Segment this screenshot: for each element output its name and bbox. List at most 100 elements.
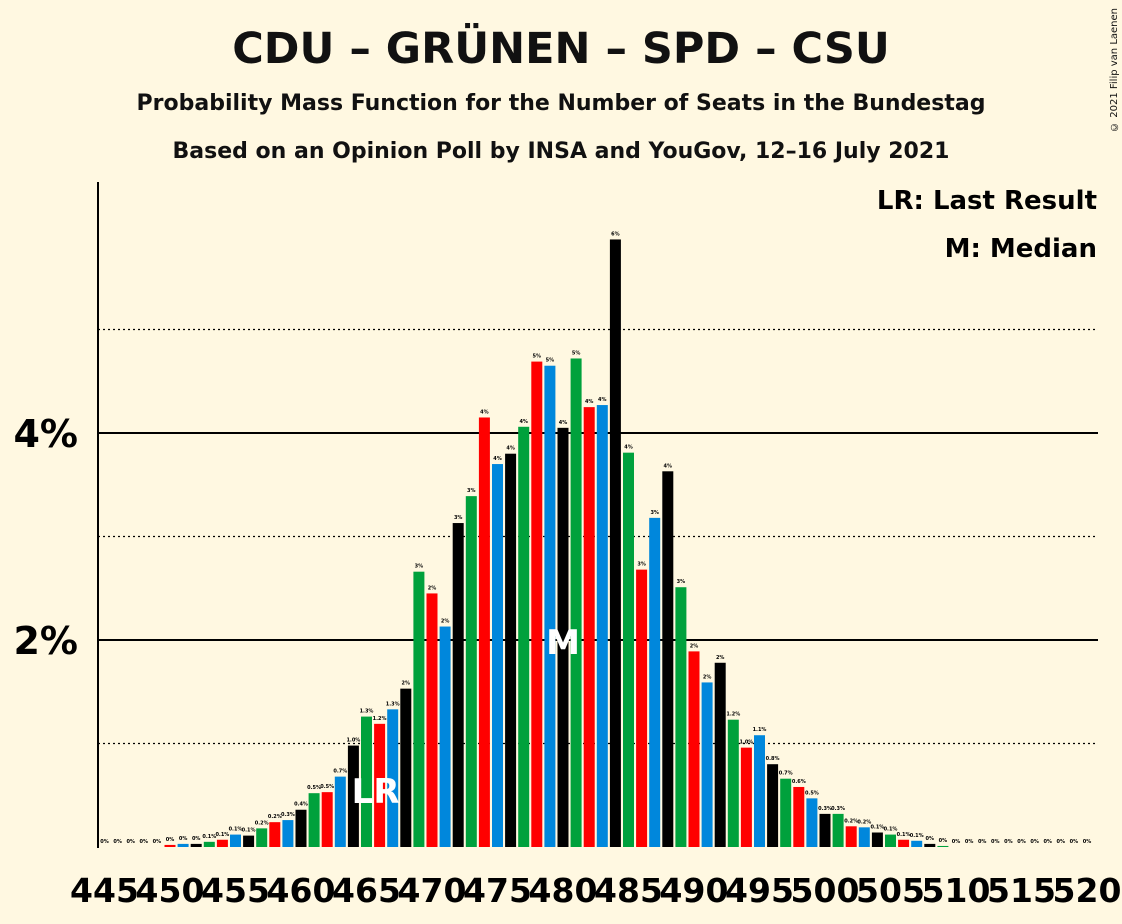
bar-value-label: 4% [585, 399, 594, 405]
x-tick-label: 485 [594, 871, 663, 910]
bar-seat-492 [714, 662, 726, 847]
bar-seat-470 [426, 593, 438, 847]
bar-value-label: 2% [441, 619, 450, 625]
bar-seat-496 [767, 764, 779, 847]
bar-value-label: 5% [546, 358, 555, 364]
bar-seat-473 [465, 496, 477, 847]
bar-seat-483 [596, 405, 608, 847]
bar-value-label: 0.5% [320, 784, 334, 790]
bar-value-label: 0% [113, 839, 122, 845]
bar-seat-463 [334, 776, 346, 847]
bar-value-label: 0% [1017, 839, 1026, 845]
bar-seat-506 [898, 839, 910, 847]
bar-seat-503 [858, 827, 870, 847]
bar-value-label: 0% [1004, 839, 1013, 845]
x-tick-label: 475 [463, 871, 532, 910]
bar-value-label: 0% [192, 836, 201, 842]
bar-value-label: 0.1% [202, 834, 216, 840]
x-tick-label: 505 [856, 871, 925, 910]
bar-value-label: 0.1% [242, 828, 256, 834]
bar-seat-485 [623, 452, 634, 847]
bar-value-label: 0% [1083, 839, 1092, 845]
bar-value-label: 0.6% [792, 779, 806, 785]
x-tick-label: 490 [660, 871, 729, 910]
bar-value-label: 0.4% [294, 802, 308, 808]
bar-value-label: 1.3% [386, 701, 400, 707]
bar-value-label: 0% [140, 839, 149, 845]
bar-value-label: 3% [467, 488, 476, 494]
bar-seat-499 [806, 798, 818, 847]
bar-seat-494 [740, 747, 752, 847]
bar-value-label: 0% [991, 839, 1000, 845]
x-tick-label: 455 [201, 871, 270, 910]
bar-value-label: 0% [166, 837, 175, 843]
bar-value-label: 0.1% [884, 827, 898, 833]
bar-seat-491 [701, 682, 713, 847]
bar-value-label: 2% [703, 674, 712, 680]
bar-value-label: 0.2% [857, 819, 871, 825]
bar-seat-469 [413, 571, 425, 847]
bar-value-label: 5% [533, 354, 542, 360]
bar-seat-460 [295, 809, 307, 847]
bar-value-label: 0.5% [307, 785, 321, 791]
bar-seat-481 [570, 358, 582, 847]
bar-seat-472 [452, 523, 464, 847]
bar-value-label: 4% [506, 446, 515, 452]
poll-source-line: Based on an Opinion Poll by INSA and You… [172, 139, 950, 164]
bar-seat-500 [819, 813, 831, 847]
y-tick-label: 4% [13, 412, 78, 456]
bar-value-label: 0% [926, 836, 935, 842]
last-result-marker: LR [352, 772, 400, 812]
bar-seat-474 [478, 417, 490, 847]
bar-seat-493 [727, 719, 739, 847]
x-tick-label: 470 [398, 871, 467, 910]
bar-value-label: 0% [965, 839, 974, 845]
bar-seat-475 [492, 464, 503, 847]
bar-seat-476 [505, 453, 517, 847]
bar-value-label: 0.3% [818, 806, 832, 812]
bar-seat-464 [347, 745, 359, 847]
bar-seat-480 [557, 427, 569, 847]
x-tick-label: 515 [987, 871, 1056, 910]
bar-seat-457 [256, 828, 268, 847]
bar-seat-502 [845, 826, 857, 847]
bar-value-label: 0.7% [333, 769, 347, 775]
bar-seat-501 [832, 813, 844, 847]
bar-seat-505 [885, 834, 896, 847]
bar-seat-458 [269, 822, 281, 847]
bar-seat-504 [871, 832, 883, 847]
bar-seat-509 [937, 845, 949, 847]
bar-value-label: 6% [611, 231, 620, 237]
bar-value-label: 0.2% [255, 820, 269, 826]
bar-value-label: 0% [179, 836, 188, 842]
bar-seat-459 [282, 820, 294, 847]
bar-value-label: 3% [637, 562, 646, 568]
bar-value-label: 4% [480, 409, 489, 415]
bar-seat-488 [662, 471, 674, 847]
bar-value-label: 4% [519, 419, 528, 425]
bar-seat-507 [911, 840, 923, 847]
legend-median: M: Median [945, 234, 1097, 264]
bar-value-label: 0.2% [844, 818, 858, 824]
bar-seat-450 [164, 844, 176, 847]
bar-value-label: 4% [598, 397, 607, 403]
bar-seat-466 [374, 723, 386, 847]
bar-value-label: 0.8% [766, 756, 780, 762]
x-tick-label: 480 [529, 871, 598, 910]
bar-value-label: 0% [1070, 839, 1079, 845]
bar-value-label: 4% [559, 420, 568, 426]
bar-value-label: 0.2% [268, 814, 282, 820]
bar-value-label: 1.0% [739, 740, 753, 746]
bar-value-label: 0.7% [779, 771, 793, 777]
bar-value-label: 1.2% [373, 716, 387, 722]
x-tick-label: 445 [70, 871, 139, 910]
bar-seat-484 [609, 239, 621, 847]
bar-value-label: 2% [716, 655, 725, 661]
bar-value-label: 1.3% [360, 709, 374, 715]
y-tick-label: 2% [13, 619, 78, 663]
bar-value-label: 0.5% [805, 790, 819, 796]
bar-value-label: 3% [677, 579, 686, 585]
x-tick-label: 520 [1053, 871, 1122, 910]
bar-value-label: 0% [978, 839, 987, 845]
